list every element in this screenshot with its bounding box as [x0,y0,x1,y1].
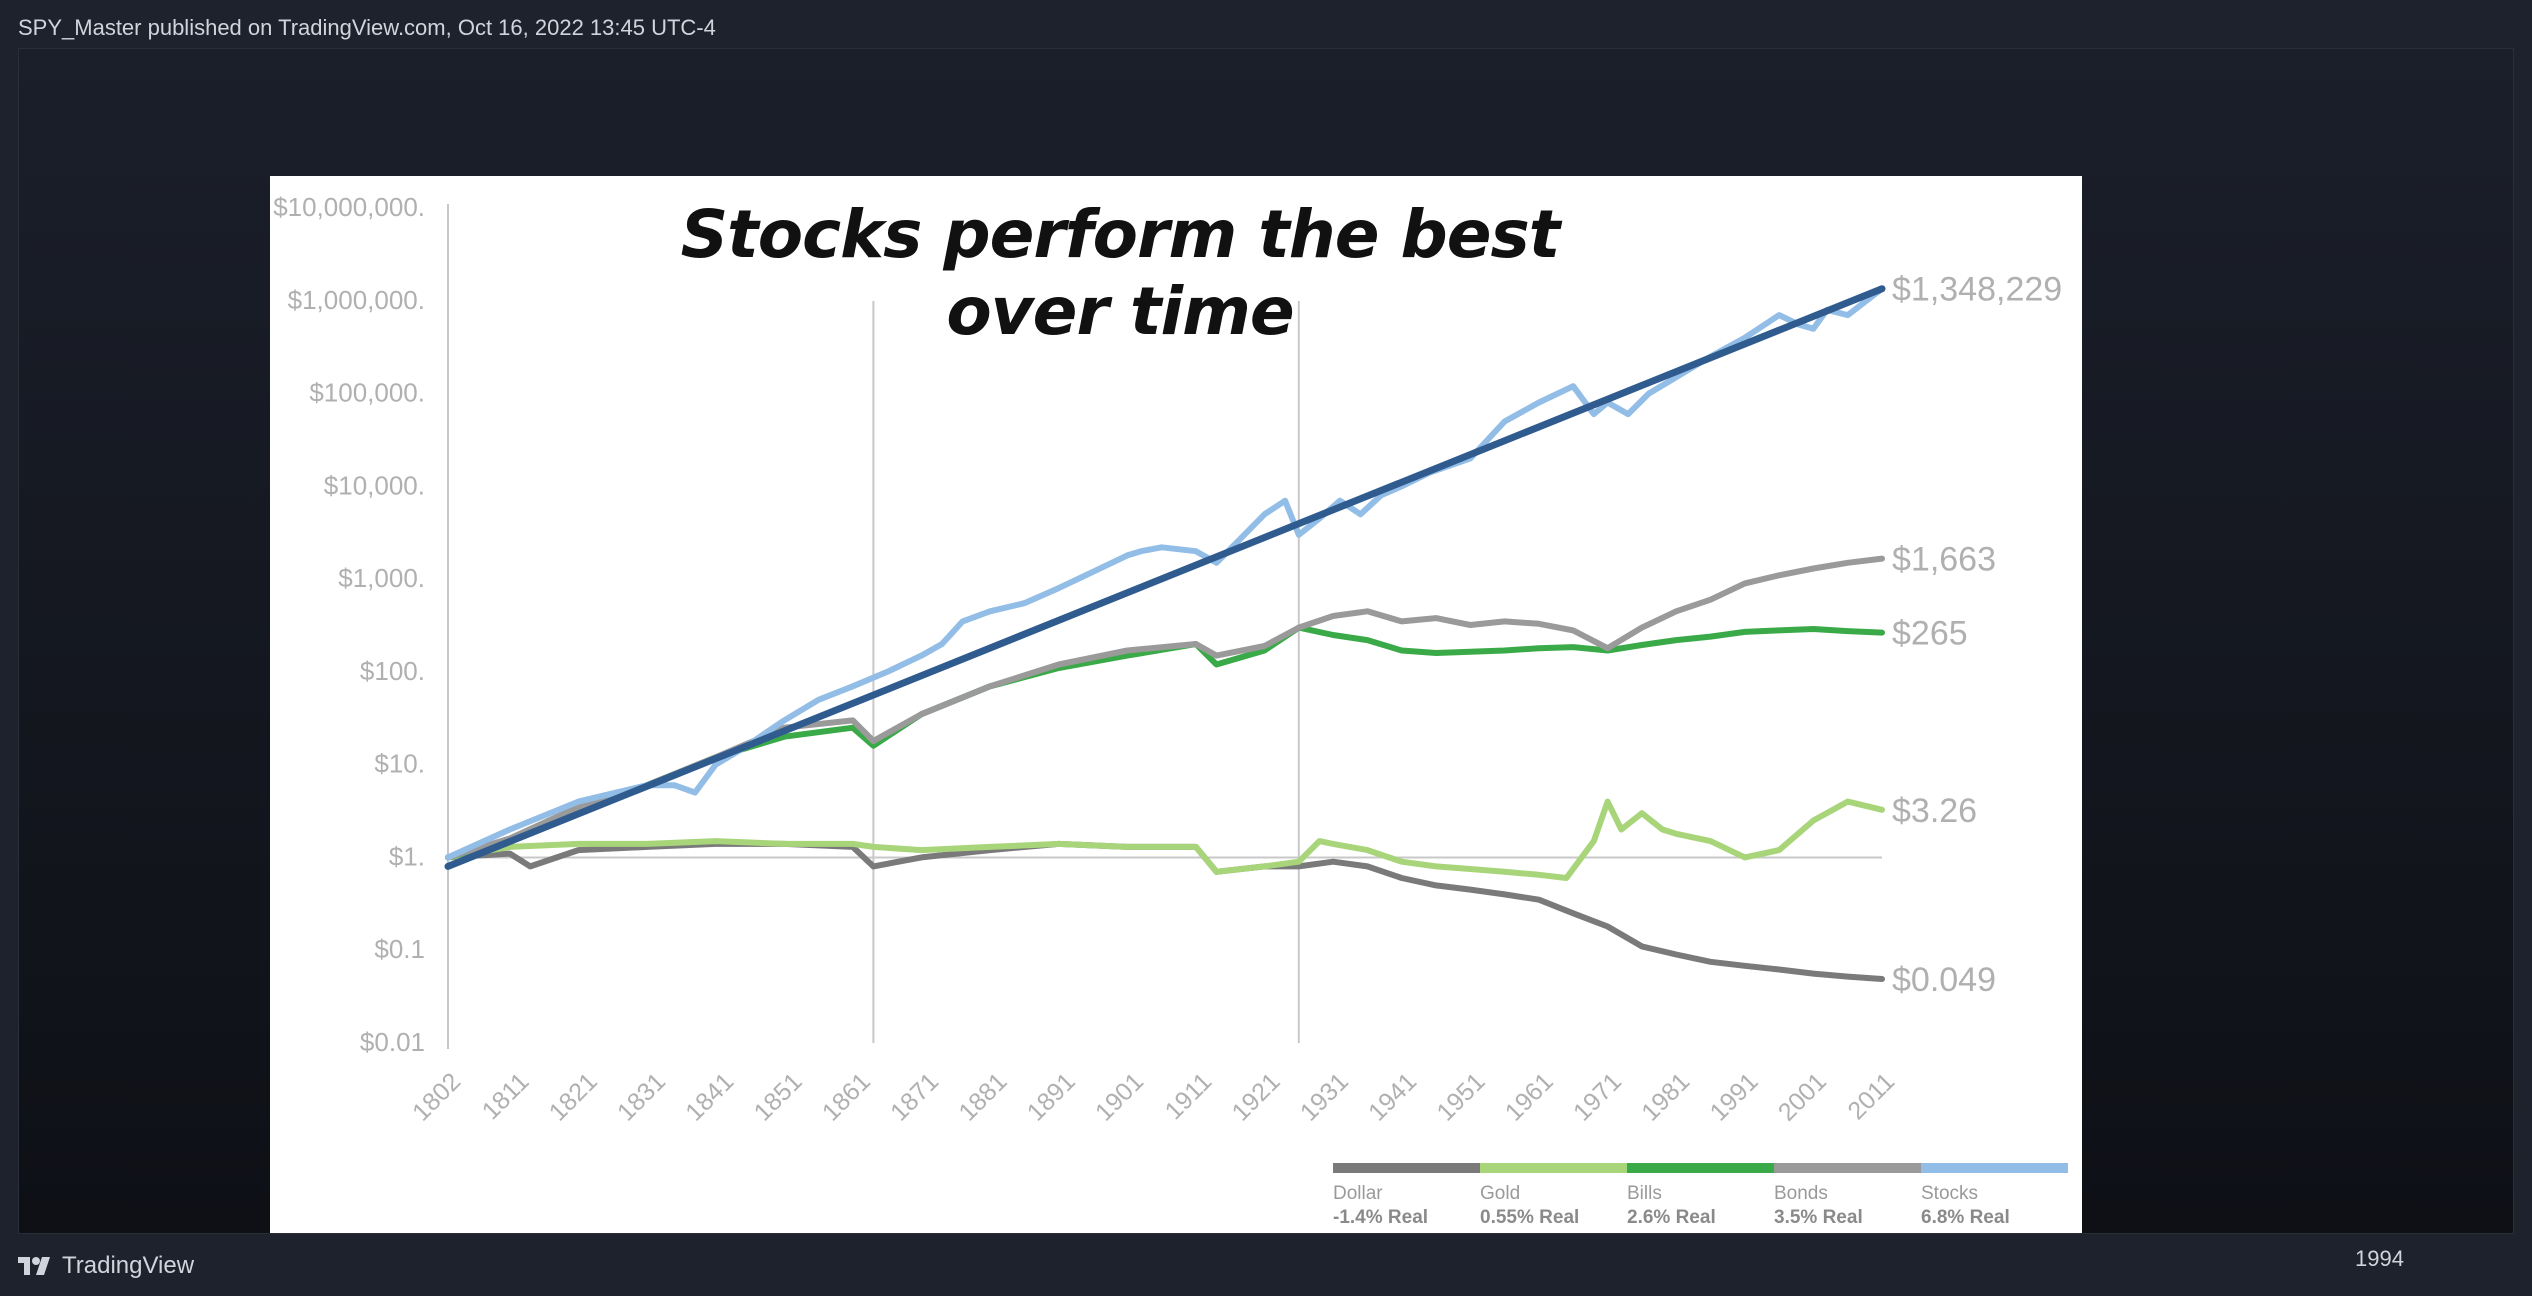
performance-chart: $0.01 $0.1 $1. $10. $100. $1,000. $10,000. $100… [273,192,2068,1228]
x-tick-label: 1861 [817,1067,876,1126]
publisher-header: SPY_Master published on TradingView.com,… [18,15,716,40]
end-value-label: $265 [1892,615,1968,653]
y-tick-label: $0.1 [374,934,425,964]
stocks-series-line [445,285,1885,861]
x-tick-label: 2001 [1773,1067,1832,1126]
x-tick-label: 1981 [1636,1067,1695,1126]
footer-branding[interactable]: TradingView [18,1248,194,1284]
x-tick-label: 1841 [680,1067,739,1126]
legend-real-return: 6.8% Real [1921,1207,2010,1228]
legend-name: Dollar [1333,1183,1383,1204]
y-tick-label: $1,000. [338,563,425,593]
legend-swatch-stocks [1921,1163,2068,1173]
x-tick-label: 1811 [477,1067,535,1125]
legend-swatch-bonds [1774,1163,1921,1173]
x-tick-label: 1921 [1227,1067,1286,1126]
x-tick-label: 1941 [1363,1067,1422,1126]
end-value-label: $1,663 [1892,541,1996,579]
year-label: 1994 [2355,1246,2404,1271]
legend-real-return: -1.4% Real [1333,1207,1428,1228]
bonds-series-line [445,555,1885,861]
legend-name: Bonds [1774,1183,1828,1204]
x-tick-label: 1891 [1022,1067,1081,1126]
y-tick-label: $100. [360,656,425,686]
bills-series-line [445,624,1885,861]
legend-swatch-gold [1480,1163,1627,1173]
y-tick-label: $10,000,000. [273,192,425,222]
gold-series-line [445,798,1885,881]
y-tick-label: $100,000. [309,378,425,408]
legend-real-return: 0.55% Real [1480,1207,1579,1228]
legend-real-return: 2.6% Real [1627,1207,1716,1228]
x-tick-label: 1961 [1500,1067,1559,1126]
legend-name: Gold [1480,1183,1520,1204]
x-tick-label: 1821 [544,1067,603,1126]
y-tick-label: $10,000. [324,470,425,500]
x-tick-label: 1931 [1295,1067,1354,1126]
y-tick-label: $1. [389,841,425,871]
x-tick-label: 1881 [953,1067,1012,1126]
trend-series-line [444,285,1886,870]
end-value-label: $0.049 [1892,961,1996,999]
chart-image-panel: $0.01 $0.1 $1. $10. $100. $1,000. $10,000. $100… [270,176,2082,1233]
tradingview-logo-icon [18,1257,50,1275]
x-tick-label: 1831 [612,1067,671,1126]
x-tick-label: 2011 [1842,1067,1900,1125]
x-tick-label: 1911 [1160,1067,1218,1125]
y-tick-label: $10. [374,749,425,779]
chart-title: Stocks perform the best over time [680,196,1561,350]
x-tick-label: 1901 [1090,1067,1149,1126]
x-tick-label: 1871 [885,1067,944,1126]
x-tick-label: 1851 [749,1067,808,1126]
legend-name: Bills [1627,1183,1662,1204]
end-value-label: $3.26 [1892,792,1977,830]
legend-swatch-bills [1627,1163,1774,1173]
x-tick-label: 1971 [1568,1067,1627,1126]
y-tick-label: $1,000,000. [288,285,425,315]
dollar-series-line [445,840,1885,982]
legend-name: Stocks [1921,1183,1978,1204]
chart-canvas[interactable]: $0.01 $0.1 $1. $10. $100. $1,000. $10,000. $100… [18,48,2514,1271]
legend-real-return: 3.5% Real [1774,1207,1863,1228]
y-tick-label: $0.01 [360,1027,425,1057]
end-value-label: $1,348,229 [1892,271,2062,309]
x-tick-label: 1991 [1705,1067,1764,1126]
x-tick-label: 1802 [407,1067,466,1126]
tradingview-brand-text: TradingView [62,1252,195,1279]
legend-swatch-dollar [1333,1163,1480,1173]
x-tick-label: 1951 [1431,1067,1490,1126]
